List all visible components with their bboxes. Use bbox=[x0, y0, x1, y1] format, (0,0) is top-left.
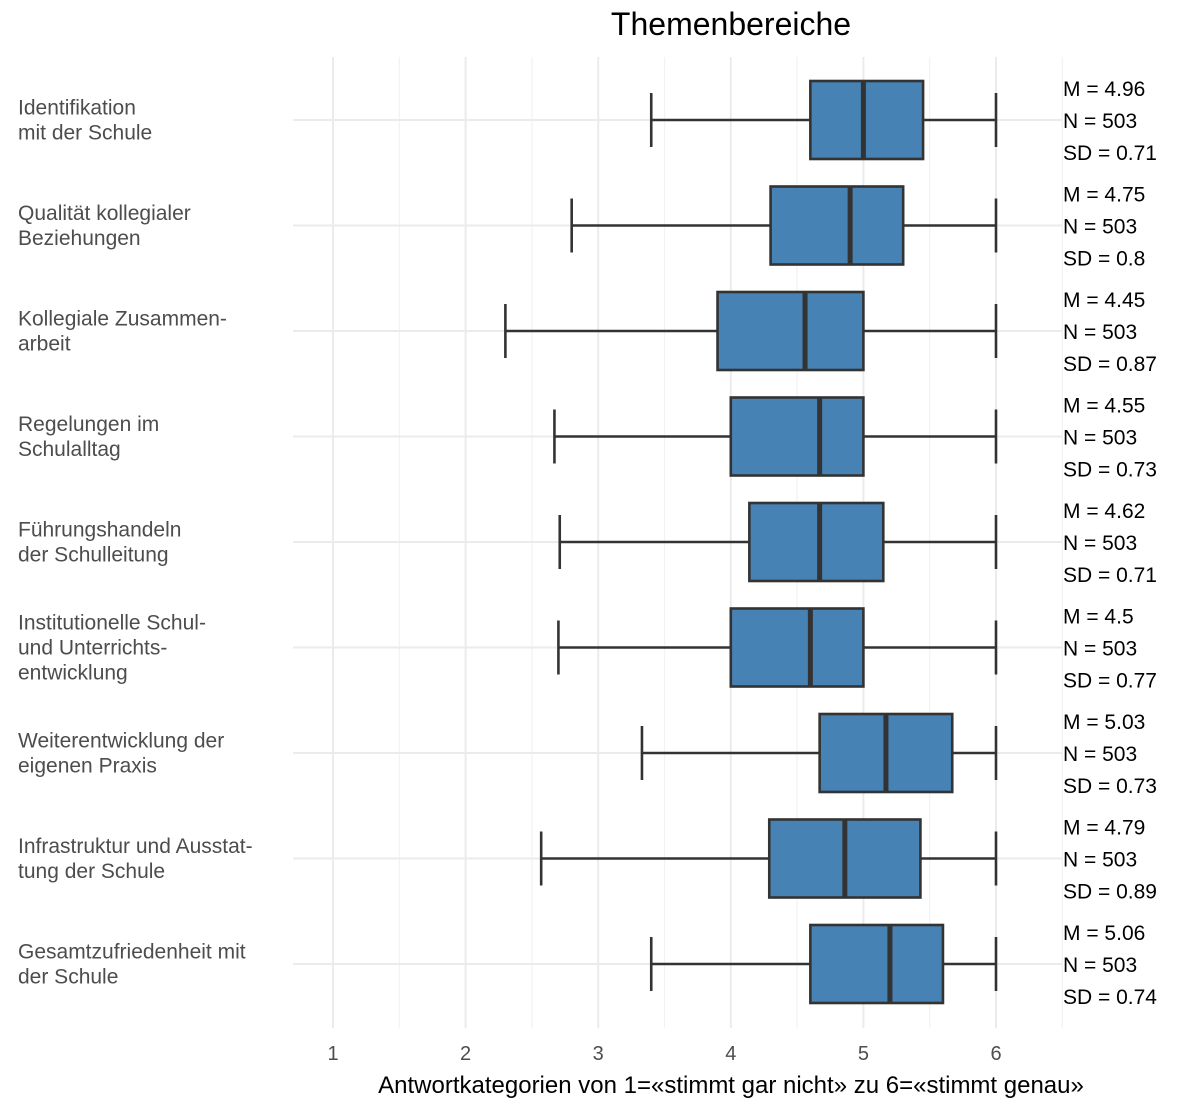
category-label: der Schulleitung bbox=[18, 544, 169, 567]
x-axis-label: Antwortkategorien von 1=«stimmt gar nich… bbox=[378, 1072, 1084, 1099]
stat-text: SD = 0.71 bbox=[1063, 564, 1157, 587]
box bbox=[729, 396, 865, 477]
stat-text: M = 4.75 bbox=[1063, 184, 1145, 207]
category-label: Gesamtzufriedenheit mit bbox=[18, 941, 246, 964]
stat-text: SD = 0.73 bbox=[1063, 459, 1157, 482]
category-label: und Unterrichts- bbox=[18, 637, 167, 660]
category-label: Identifikation bbox=[18, 97, 136, 120]
stat-text: N = 503 bbox=[1063, 532, 1137, 555]
category-label: Kollegiale Zusammen- bbox=[18, 308, 227, 331]
category-label: eigenen Praxis bbox=[18, 755, 157, 778]
box bbox=[809, 79, 925, 161]
stat-text: N = 503 bbox=[1063, 743, 1137, 766]
stat-text: N = 503 bbox=[1063, 321, 1137, 344]
stat-text: M = 5.06 bbox=[1063, 922, 1145, 945]
stat-text: M = 4.45 bbox=[1063, 289, 1145, 312]
stat-text: M = 4.96 bbox=[1063, 78, 1145, 101]
x-tick-label: 5 bbox=[858, 1043, 869, 1065]
x-tick-label: 3 bbox=[593, 1043, 604, 1065]
category-label: mit der Schule bbox=[18, 122, 152, 145]
x-tick-label: 4 bbox=[725, 1043, 736, 1065]
stat-text: M = 5.03 bbox=[1063, 711, 1145, 734]
stat-text: M = 4.62 bbox=[1063, 500, 1145, 523]
category-label: Infrastruktur und Ausstat- bbox=[18, 835, 253, 858]
category-label: Regelungen im bbox=[18, 413, 159, 436]
x-tick-label: 1 bbox=[327, 1043, 338, 1065]
stat-text: N = 503 bbox=[1063, 216, 1137, 239]
x-axis-ticks: 1 2 3 4 5 6 bbox=[327, 1043, 1001, 1065]
stat-text: SD = 0.87 bbox=[1063, 353, 1157, 376]
box bbox=[729, 607, 865, 688]
stat-annotations: M = 4.96 N = 503 SD = 0.71 M = 4.75 N = 503 S… bbox=[1063, 78, 1157, 1009]
stat-text: N = 503 bbox=[1063, 849, 1137, 872]
box bbox=[716, 290, 865, 372]
stat-text: M = 4.5 bbox=[1063, 606, 1134, 629]
stat-text: SD = 0.73 bbox=[1063, 775, 1157, 798]
category-label: Führungshandeln bbox=[18, 519, 181, 542]
stat-text: M = 4.79 bbox=[1063, 817, 1145, 840]
category-label: Schulalltag bbox=[18, 438, 121, 461]
category-label: Beziehungen bbox=[18, 227, 141, 250]
x-tick-label: 6 bbox=[990, 1043, 1001, 1065]
stat-text: SD = 0.77 bbox=[1063, 670, 1157, 693]
chart-title: Themenbereiche bbox=[611, 6, 851, 42]
stat-text: SD = 0.8 bbox=[1063, 248, 1145, 271]
stat-text: N = 503 bbox=[1063, 638, 1137, 661]
category-label: arbeit bbox=[18, 333, 71, 356]
category-label: entwicklung bbox=[18, 662, 128, 685]
category-label: tung der Schule bbox=[18, 860, 165, 883]
x-tick-label: 2 bbox=[460, 1043, 471, 1065]
stat-text: N = 503 bbox=[1063, 427, 1137, 450]
category-label: Weiterentwicklung der bbox=[18, 730, 224, 753]
stat-text: N = 503 bbox=[1063, 954, 1137, 977]
category-label: Qualität kollegialer bbox=[18, 202, 191, 225]
stat-text: SD = 0.71 bbox=[1063, 142, 1157, 165]
box bbox=[748, 501, 885, 583]
boxes bbox=[504, 79, 998, 1005]
box bbox=[809, 923, 945, 1005]
stat-text: SD = 0.89 bbox=[1063, 881, 1157, 904]
stat-text: N = 503 bbox=[1063, 110, 1137, 133]
stat-text: M = 4.55 bbox=[1063, 395, 1145, 418]
category-label: Institutionelle Schul- bbox=[18, 612, 206, 635]
category-label: der Schule bbox=[18, 966, 118, 989]
stat-text: SD = 0.74 bbox=[1063, 986, 1157, 1009]
box bbox=[769, 185, 905, 266]
